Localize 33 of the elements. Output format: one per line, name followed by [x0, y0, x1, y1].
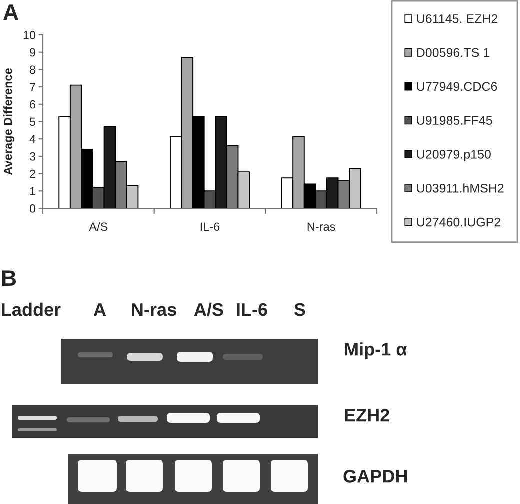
text: N-ras	[132, 304, 176, 316]
y-tick-label: 5	[30, 118, 36, 126]
y-tick-label: 0	[30, 204, 36, 213]
legend-label: U91985.FF45	[417, 116, 492, 126]
y-tick-label: 9	[30, 48, 36, 57]
text: IL-6	[237, 303, 268, 316]
y-tick-label: 10	[24, 31, 36, 40]
text: A	[4, 4, 18, 20]
text: A	[94, 304, 106, 316]
y-tick-label: 7	[30, 83, 36, 92]
y-tick-label: 4	[30, 135, 36, 144]
y-tick-label: 2	[30, 170, 36, 178]
text: EZH2	[345, 409, 390, 422]
x-tick-label: N-ras	[308, 222, 336, 232]
legend-label: U27460.IUGP2	[417, 218, 501, 227]
text: B	[2, 270, 16, 286]
text: Mip-1 α	[345, 342, 408, 360]
text: S	[294, 303, 306, 316]
x-tick-label: A/S	[89, 222, 108, 232]
y-tick-label: 3	[30, 152, 36, 161]
legend-label: U77949.CDC6	[417, 82, 498, 92]
text: GAPDH	[344, 470, 407, 483]
y-tick-label: 8	[30, 66, 36, 74]
legend-label: D00596.TS 1	[417, 48, 490, 58]
legend-label: U61145. EZH2	[417, 14, 498, 24]
y-axis-title: Average Difference	[4, 68, 15, 176]
text: Ladder	[2, 302, 61, 316]
legend-label: U03911.hMSH2	[417, 184, 504, 193]
legend-label: U20979.p150	[417, 150, 491, 162]
x-tick-label: IL-6	[200, 222, 220, 232]
y-tick-label: 6	[30, 100, 36, 109]
y-tick-label: 1	[30, 187, 36, 196]
text: A/S	[194, 302, 224, 316]
